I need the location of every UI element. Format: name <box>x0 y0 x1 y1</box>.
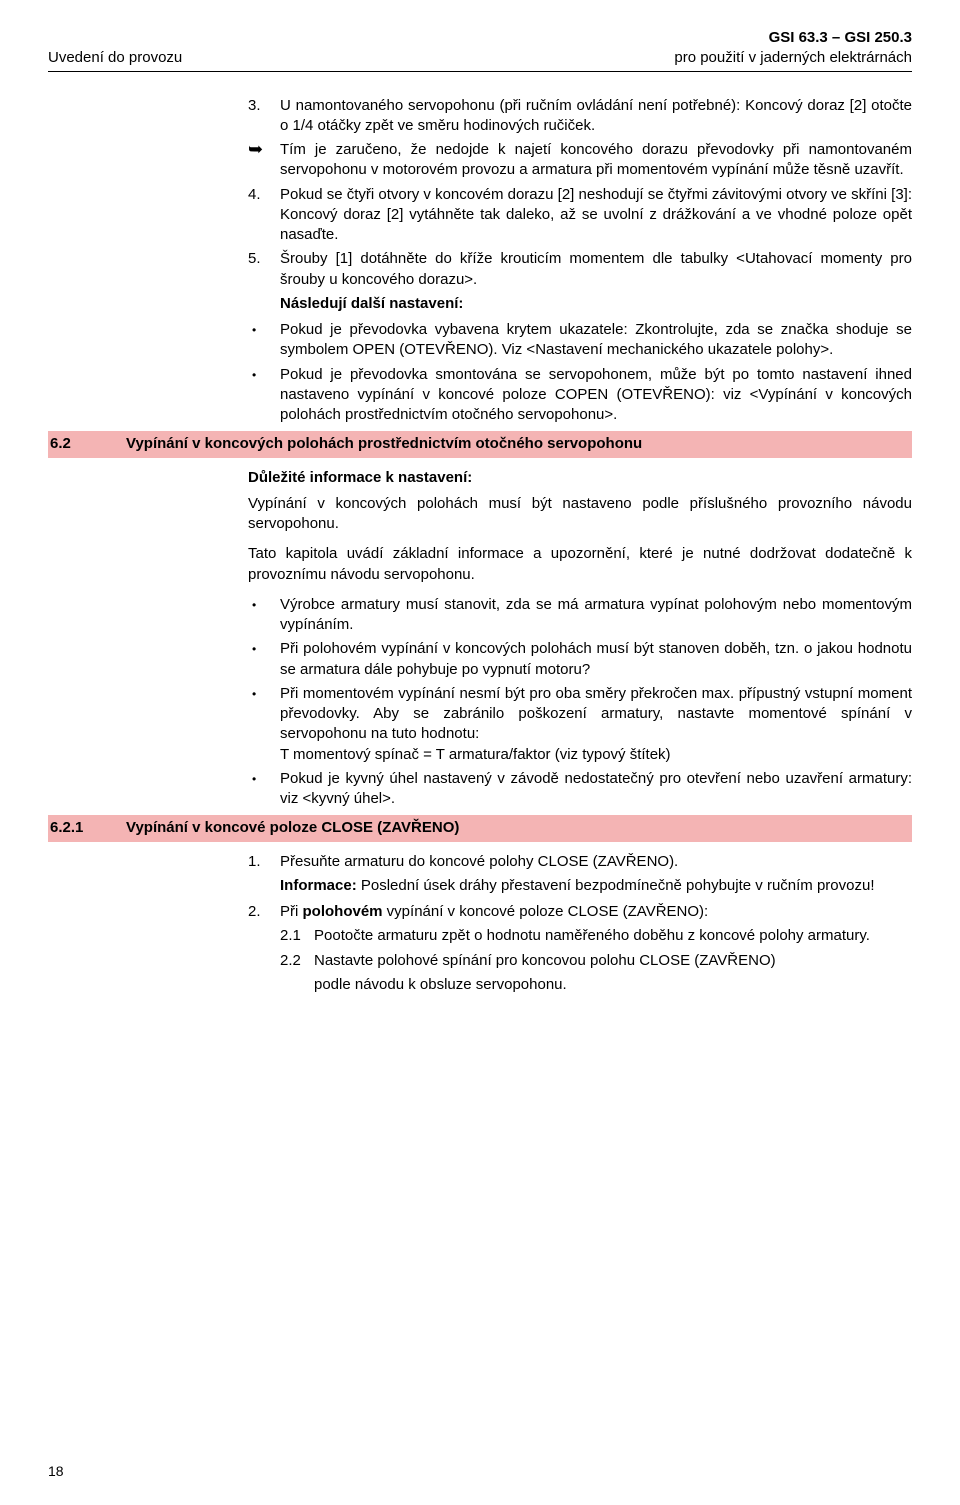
follow-heading: Následují další nastavení: <box>248 294 912 314</box>
result-text: Tím je zaručeno, že nedojde k najetí kon… <box>280 140 912 181</box>
section-number: 6.2 <box>48 434 126 454</box>
bullet-item: Při polohovém vypínání v koncových poloh… <box>280 639 912 680</box>
item-text: U namontovaného servopohonu (při ručním … <box>280 96 912 137</box>
list-item: 3. U namontovaného servopohonu (při ručn… <box>248 96 912 137</box>
item-text: Šrouby [1] dotáhněte do kříže krouticím … <box>280 249 912 290</box>
sub-item-continuation: podle návodu k obsluze servopohonu. <box>248 975 912 995</box>
header-product: GSI 63.3 – GSI 250.3 <box>674 28 912 48</box>
paragraph: Vypínání v koncových polohách musí být n… <box>248 494 912 535</box>
bullet-item: Výrobce armatury musí stanovit, zda se m… <box>280 595 912 636</box>
section-heading-6-2: 6.2 Vypínání v koncových polohách prostř… <box>48 431 912 457</box>
text-post: vypínání v koncové poloze CLOSE (ZAVŘENO… <box>383 903 709 920</box>
text-bold: polohovém <box>303 903 383 920</box>
bullet-item: Pokud je převodovka vybavena krytem ukaz… <box>280 320 912 361</box>
sub-item-number: 2.1 <box>280 926 314 946</box>
text-pre: Při <box>280 903 303 920</box>
sub-list-item: 2.1 Pootočte armaturu zpět o hodnotu nam… <box>248 926 912 946</box>
sub-list-item: 2.2 Nastavte polohové spínání pro koncov… <box>248 951 912 971</box>
bullet-list: Pokud je převodovka vybavena krytem ukaz… <box>248 320 912 425</box>
paragraph: Tato kapitola uvádí základní informace a… <box>248 544 912 585</box>
list-item: 1. Přesuňte armaturu do koncové polohy C… <box>248 852 912 872</box>
sub-item-text: Pootočte armaturu zpět o hodnotu naměřen… <box>314 926 912 946</box>
item-text: Pokud se čtyři otvory v koncovém dorazu … <box>280 185 912 246</box>
bullet-text-a: Při momentovém vypínání nesmí být pro ob… <box>280 685 912 743</box>
header-left: Uvedení do provozu <box>48 48 182 68</box>
arrow-icon: ➥ <box>248 140 280 181</box>
header-right: GSI 63.3 – GSI 250.3 pro použití v jader… <box>674 28 912 69</box>
item-number: 1. <box>248 852 280 872</box>
subsection-lead: Důležité informace k nastavení: <box>248 468 912 488</box>
bullet-list: Výrobce armatury musí stanovit, zda se m… <box>248 595 912 810</box>
item-text: Přesuňte armaturu do koncové polohy CLOS… <box>280 852 912 872</box>
sub-item-text: Nastavte polohové spínání pro koncovou p… <box>314 951 912 971</box>
page-number: 18 <box>48 1462 64 1481</box>
info-text: Poslední úsek dráhy přestavení bezpodmín… <box>357 877 875 894</box>
info-line: Informace: Poslední úsek dráhy přestaven… <box>248 876 912 896</box>
bullet-text-b: T momentový spínač = T armatura/faktor (… <box>280 746 671 763</box>
bullet-item: Pokud je kyvný úhel nastavený v závodě n… <box>280 769 912 810</box>
info-label: Informace: <box>280 877 357 894</box>
bullet-item: Pokud je převodovka smontována se servop… <box>280 365 912 426</box>
header-subtitle: pro použití v jaderných elektrárnách <box>674 48 912 68</box>
item-number: 5. <box>248 249 280 290</box>
sub-item-number: 2.2 <box>280 951 314 971</box>
section-title: Vypínání v koncových polohách prostředni… <box>126 434 906 454</box>
list-item: 5. Šrouby [1] dotáhněte do kříže kroutic… <box>248 249 912 290</box>
bullet-item: Při momentovém vypínání nesmí být pro ob… <box>280 684 912 765</box>
section-number: 6.2.1 <box>48 818 126 838</box>
page-header: Uvedení do provozu GSI 63.3 – GSI 250.3 … <box>48 28 912 72</box>
main-content: 3. U namontovaného servopohonu (při ručn… <box>48 96 912 996</box>
item-number: 3. <box>248 96 280 137</box>
item-text: Při polohovém vypínání v koncové poloze … <box>280 902 912 922</box>
item-number: 2. <box>248 902 280 922</box>
section-heading-6-2-1: 6.2.1 Vypínání v koncové poloze CLOSE (Z… <box>48 815 912 841</box>
item-number: 4. <box>248 185 280 246</box>
result-item: ➥ Tím je zaručeno, že nedojde k najetí k… <box>248 140 912 181</box>
list-item: 4. Pokud se čtyři otvory v koncovém dora… <box>248 185 912 246</box>
list-item: 2. Při polohovém vypínání v koncové polo… <box>248 902 912 922</box>
section-title: Vypínání v koncové poloze CLOSE (ZAVŘENO… <box>126 818 906 838</box>
